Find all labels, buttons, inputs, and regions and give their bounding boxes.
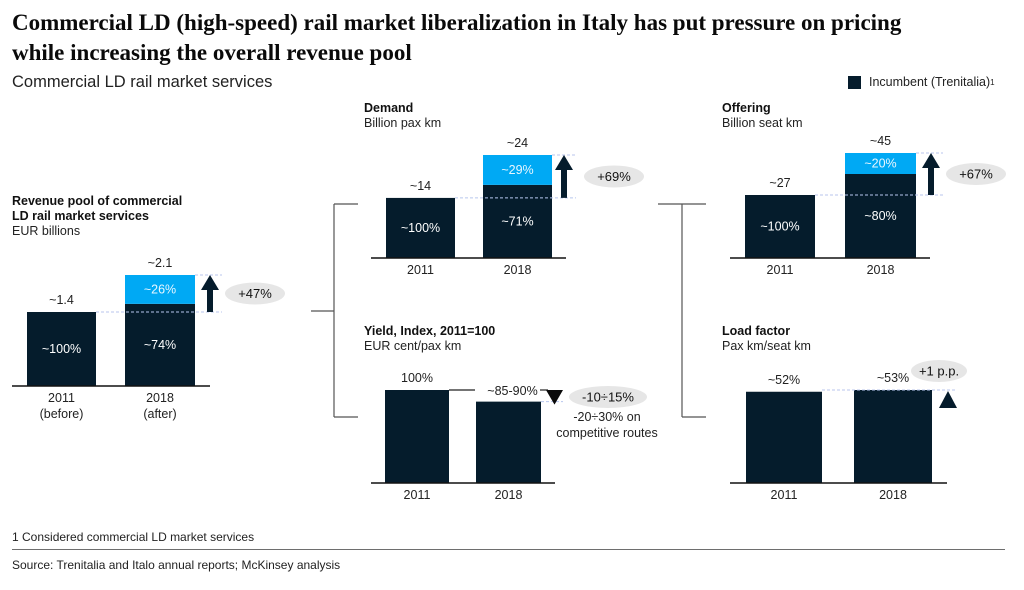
demand-label-new-entrant-2018: ~29% <box>501 163 533 177</box>
load-factor-change-pill-label: +1 p.p. <box>919 364 959 379</box>
load-factor-arrow-up-icon <box>939 391 957 408</box>
yield-title: Yield, Index, 2011=100 <box>364 324 495 338</box>
load-factor-tick-2011: 2011 <box>771 488 798 502</box>
yield-note: -20÷30% on <box>573 410 640 424</box>
revenue-title: Revenue pool of commercial <box>12 194 182 208</box>
demand-tick-2011: 2011 <box>407 263 434 277</box>
offering-change-pill-label: +67% <box>959 167 993 182</box>
yield-change-pill-bg <box>569 386 647 408</box>
offering-label-incumbent-2011: ~100% <box>760 220 799 234</box>
page-subtitle: Commercial LD rail market services <box>12 73 273 91</box>
offering-tick-2011: 2011 <box>767 263 794 277</box>
revenue-title: LD rail market services <box>12 209 149 223</box>
revenue-tick-2018: 2018 <box>146 391 174 405</box>
yield-note: competitive routes <box>556 426 657 440</box>
demand-change-pill-label: +69% <box>597 169 631 184</box>
offering-tick-2018: 2018 <box>867 263 895 277</box>
yield-value-label-2011: 100% <box>401 371 433 385</box>
demand-change-pill-bg <box>584 165 644 188</box>
revenue-bar-new-entrant-2018 <box>125 275 195 304</box>
revenue-label-incumbent-2018: ~74% <box>144 338 176 352</box>
demand-bar-new-entrant-2018 <box>483 155 552 185</box>
legend-footnote-mark: 1 <box>990 77 995 87</box>
offering-change-pill-bg <box>946 163 1006 185</box>
offering-total-label-2018: ~45 <box>870 134 891 148</box>
offering-bar-incumbent-2018 <box>845 174 916 258</box>
offering-unit: Billion seat km <box>722 116 803 130</box>
demand-total-label-2018: ~24 <box>507 136 528 150</box>
demand-bar-incumbent-2018 <box>483 184 552 258</box>
yield-bar-2018 <box>476 401 541 483</box>
demand-tick-2018: 2018 <box>504 263 532 277</box>
revenue-tick-2011: 2011 <box>48 391 75 405</box>
revenue-unit: EUR billions <box>12 224 80 238</box>
revenue-label-incumbent-2011: ~100% <box>42 342 81 356</box>
load-factor-tick-2018: 2018 <box>879 488 907 502</box>
revenue-bar-incumbent-2018 <box>125 303 195 386</box>
demand-label-incumbent-2018: ~71% <box>501 214 533 228</box>
revenue-label-new-entrant-2018: ~26% <box>144 282 176 296</box>
yield-bar-2011 <box>385 390 449 483</box>
demand-bar-incumbent-2011 <box>386 197 455 258</box>
demand-total-label-2011: ~14 <box>410 179 431 193</box>
offering-total-label-2011: ~27 <box>769 176 790 190</box>
load-factor-value-label-2011: ~52% <box>768 373 800 387</box>
load-factor-bar-2018 <box>854 390 932 483</box>
load-factor-bar-2011 <box>746 391 822 483</box>
yield-value-label-2018: ~85-90% <box>487 384 537 398</box>
load-factor-unit: Pax km/seat km <box>722 339 811 353</box>
revenue-total-label-2018: ~2.1 <box>148 256 173 270</box>
legend-label: Incumbent (Trenitalia) <box>869 75 991 89</box>
demand-label-incumbent-2011: ~100% <box>401 221 440 235</box>
source-note: Source: Trenitalia and Italo annual repo… <box>12 558 341 572</box>
offering-bar-incumbent-2011 <box>745 195 815 258</box>
yield-unit: EUR cent/pax km <box>364 339 461 353</box>
demand-unit: Billion pax km <box>364 116 441 130</box>
yield-tick-2011: 2011 <box>404 488 431 502</box>
footnote: 1 Considered commercial LD market servic… <box>12 530 255 544</box>
yield-change-pill-label: -10÷15% <box>582 390 634 405</box>
footer-divider <box>12 549 1005 550</box>
revenue-tick-sub-2011: (before) <box>40 407 84 421</box>
offering-label-new-entrant-2018: ~20% <box>864 157 896 171</box>
demand-title: Demand <box>364 101 413 115</box>
yield-tick-2018: 2018 <box>495 488 523 502</box>
load-factor-value-label-2018: ~53% <box>877 371 909 385</box>
revenue-total-label-2011: ~1.4 <box>49 293 74 307</box>
revenue-tick-sub-2018: (after) <box>143 407 176 421</box>
legend-swatch-incumbent <box>848 75 861 89</box>
load-factor-title: Load factor <box>722 324 790 338</box>
revenue-bar-incumbent-2011 <box>27 312 96 386</box>
offering-arrow-up-icon <box>922 153 940 195</box>
demand-arrow-up-icon <box>555 155 573 198</box>
legend: Incumbent (Trenitalia) 1 <box>848 75 995 89</box>
yield-arrow-down-icon <box>546 390 563 405</box>
offering-title: Offering <box>722 101 771 115</box>
offering-bar-new-entrant-2018 <box>845 153 916 174</box>
offering-label-incumbent-2018: ~80% <box>864 209 896 223</box>
page-title: Commercial LD (high-speed) rail market l… <box>12 10 902 65</box>
revenue-change-pill-label: +47% <box>238 286 272 301</box>
load-factor-change-pill-bg <box>911 360 967 382</box>
revenue-arrow-up-icon <box>201 275 219 312</box>
revenue-change-pill-bg <box>225 282 285 305</box>
